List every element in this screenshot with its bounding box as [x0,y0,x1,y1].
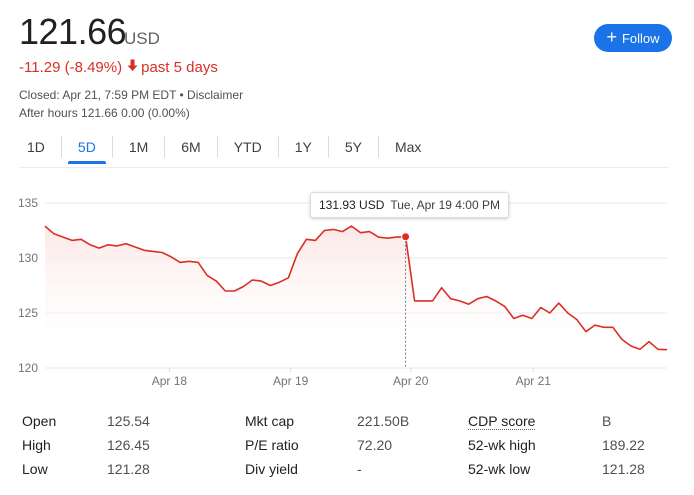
stats-row: Low 121.28 Div yield - 52-wk low 121.28 [22,458,662,482]
tab-6m[interactable]: 6M [165,136,218,158]
follow-button[interactable]: + Follow [594,24,672,52]
range-tabs: 1D 5D 1M 6M YTD 1Y 5Y Max [19,136,437,164]
stat-value-open: 125.54 [107,413,150,429]
stat-label-mkt-cap: Mkt cap [245,413,295,429]
tab-1y[interactable]: 1Y [279,136,329,158]
stat-label-52wk-high: 52-wk high [468,437,536,453]
y-tick-label: 125 [18,306,38,320]
x-tick-label: Apr 21 [516,374,552,388]
stat-value-high: 126.45 [107,437,150,453]
stats-row: High 126.45 P/E ratio 72.20 52-wk high 1… [22,434,662,458]
tab-ytd[interactable]: YTD [218,136,279,158]
stat-value-mkt-cap: 221.50B [357,413,410,429]
tooltip-date: Tue, Apr 19 4:00 PM [390,198,500,212]
y-tick-label: 135 [18,196,38,210]
stat-value-cdp-score: B [602,413,612,429]
closed-info: Closed: Apr 21, 7:59 PM EDT • Disclaimer [19,88,244,102]
stat-label-div-yield: Div yield [245,461,298,477]
stats-row: Open 125.54 Mkt cap 221.50B CDP score B [22,410,662,434]
tabs-divider [19,167,669,168]
x-tick-label: Apr 19 [273,374,309,388]
change-period: past 5 days [141,59,218,76]
stat-value-div-yield: - [357,461,362,477]
tab-5y[interactable]: 5Y [329,136,379,158]
tab-max[interactable]: Max [394,139,422,155]
stat-label-pe-ratio: P/E ratio [245,437,299,453]
price-chart[interactable]: 120 125 130 135 Apr 18 Apr 19 Apr 20 Apr 21 [0,185,694,395]
chart-tooltip: 131.93 USD Tue, Apr 19 4:00 PM [310,192,509,218]
x-tick-label: Apr 20 [393,374,429,388]
hover-point [401,232,411,242]
stock-price: 121.66 [19,11,127,52]
plus-icon: + [606,27,617,47]
price-change: -11.29 (-8.49%) past 5 days [19,59,218,76]
stat-label-high: High [22,437,51,453]
stat-label-low: Low [22,461,48,477]
stat-label-cdp-score[interactable]: CDP score [468,413,536,430]
after-hours-info: After hours 121.66 0.00 (0.00%) [19,106,190,120]
stat-label-open: Open [22,413,57,429]
currency-label: USD [124,29,160,48]
stat-label-52wk-low: 52-wk low [468,461,531,477]
tab-1m[interactable]: 1M [113,136,166,158]
down-arrow-icon [127,59,138,76]
key-stats: Open 125.54 Mkt cap 221.50B CDP score B … [22,410,662,482]
stat-value-pe-ratio: 72.20 [357,437,393,453]
tab-1d[interactable]: 1D [19,136,62,158]
tooltip-price: 131.93 USD [319,198,385,212]
stat-value-low: 121.28 [107,461,150,477]
tab-5d[interactable]: 5D [62,136,113,164]
price-line [44,225,668,351]
y-tick-label: 130 [18,251,38,265]
stat-value-52wk-low: 121.28 [602,461,645,477]
price-area [45,226,667,368]
follow-button-label: Follow [621,30,660,46]
change-value: -11.29 (-8.49%) [19,59,123,76]
y-tick-label: 120 [18,361,38,375]
x-tick-label: Apr 18 [152,374,188,388]
stat-value-52wk-high: 189.22 [602,437,645,453]
